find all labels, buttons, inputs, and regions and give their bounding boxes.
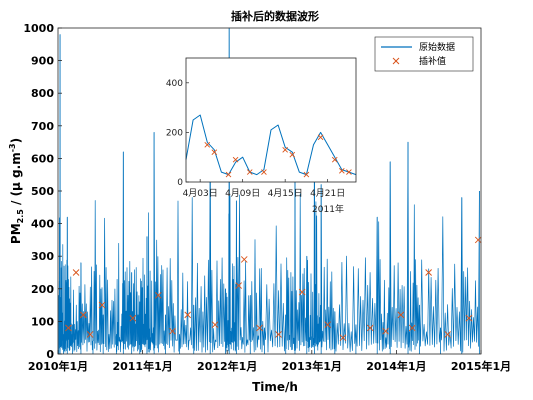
inset-x-tick-label-0: 4月03日 [183, 188, 218, 199]
y-axis-ticks: 0 100 200 300 400 500 600 700 800 900 1000 [23, 22, 62, 361]
x-tick-label-5: 2015年1月 [451, 359, 511, 373]
y-tick-label-8: 800 [31, 87, 54, 100]
imputed-point-0 [65, 324, 72, 332]
inset-x-tick-label-3: 4月21日 [310, 188, 345, 199]
y-tick-label-7: 700 [31, 120, 54, 133]
y-tick-label-4: 400 [31, 218, 54, 231]
inset-imputed-data-series [204, 134, 352, 178]
series-line-original [185, 114, 357, 176]
inset-y-tick-label-1: 200 [166, 128, 183, 138]
imputed-point-23 [465, 314, 473, 322]
imputed-point-10 [235, 282, 243, 289]
imputed-point-11 [240, 256, 248, 263]
y-tick-label-10: 1000 [23, 22, 54, 35]
x-tick-label-2: 2012年1月 [197, 359, 257, 373]
x-tick-label-1: 2011年1月 [112, 359, 172, 373]
imputed-point-6 [154, 292, 162, 299]
inset-x-axis-ticks: 4月03日 4月09日 4月15日 4月21日 [183, 179, 345, 199]
y-tick-label-9: 900 [31, 55, 54, 68]
imputed-point-6 [282, 146, 288, 153]
inset-x-tick-label-2: 4月15日 [268, 188, 303, 199]
imputed-point-1 [211, 149, 218, 156]
imputed-point-2 [225, 171, 232, 178]
imputed-point-21 [425, 269, 432, 276]
y-axis-label-close: ) [9, 138, 23, 143]
imputed-point-8 [303, 171, 310, 178]
y-axis-label: PM2.5 / (μ g.m-3) [8, 138, 25, 244]
x-axis-ticks: 2010年1月 2011年1月 2012年1月 2013年1月 2014年1月 2015年… [28, 350, 511, 373]
y-axis-label-main: PM [9, 223, 23, 244]
inset-plot-area: 4月03日 4月09日 4月15日 4月21日 0 200 400 2011年 [166, 57, 357, 215]
y-tick-label-3: 300 [31, 250, 54, 263]
y-axis-label-sub: 2.5 [16, 209, 25, 224]
imputed-point-1 [72, 269, 80, 276]
original-data-series [58, 27, 480, 354]
y-tick-label-1: 100 [31, 315, 54, 328]
imputed-point-16 [339, 334, 347, 342]
imputed-point-15 [324, 321, 331, 328]
imputed-point-24 [474, 236, 482, 244]
imputed-point-9 [317, 134, 324, 141]
imputed-point-14 [298, 288, 306, 296]
inset-original-data-series [185, 114, 357, 176]
chart-title: 插补后的数据波形 [231, 9, 319, 23]
x-axis-label: Time/h [252, 380, 298, 394]
imputed-point-7 [169, 327, 176, 335]
imputed-point-8 [184, 311, 192, 319]
imputed-point-22 [444, 331, 451, 338]
inset-x-tick-label-1: 4月09日 [225, 188, 260, 199]
y-tick-label-5: 500 [31, 185, 54, 198]
inset-y-tick-label-0: 0 [177, 178, 183, 188]
imputed-point-5 [261, 169, 267, 175]
imputed-point-13 [275, 331, 282, 338]
imputed-point-5 [129, 314, 137, 322]
imputed-point-17 [366, 324, 374, 332]
x-tick-label-3: 2013年1月 [282, 359, 342, 373]
legend-entry-original: 原始数据 [419, 41, 455, 53]
imputed-point-3 [232, 156, 239, 163]
imputed-point-18 [382, 327, 389, 335]
imputed-point-10 [331, 156, 338, 163]
imputed-point-12 [346, 169, 352, 175]
imputed-point-7 [289, 151, 296, 158]
imputed-data-series [65, 236, 482, 342]
imputed-point-2 [79, 311, 87, 319]
imputed-point-20 [408, 324, 416, 332]
imputed-point-11 [339, 168, 345, 174]
legend-entry-imputed: 插补值 [419, 55, 446, 67]
inset-y-axis-ticks: 0 200 400 [166, 79, 189, 188]
imputed-point-4 [246, 169, 253, 175]
imputed-point-0 [204, 141, 211, 148]
y-tick-label-2: 200 [31, 283, 54, 296]
y-tick-label-0: 0 [46, 348, 54, 361]
imputed-point-9 [211, 321, 219, 328]
imputed-point-19 [397, 311, 405, 319]
imputed-point-12 [256, 324, 263, 332]
legend-x-marker-swatch [392, 57, 400, 65]
inset-x-axis-label: 2011年 [312, 203, 344, 215]
x-tick-label-4: 2014年1月 [366, 359, 426, 373]
x-tick-label-0: 2010年1月 [28, 359, 88, 373]
imputed-point-4 [98, 301, 106, 309]
inset-y-tick-label-2: 400 [166, 79, 183, 89]
y-axis-label-unit: / (μ g.m [9, 152, 23, 209]
y-tick-label-6: 600 [31, 152, 54, 165]
imputed-point-3 [86, 331, 94, 338]
y-axis-label-sup: -3 [8, 143, 17, 152]
chart-legend: 原始数据 插补值 [374, 36, 474, 72]
